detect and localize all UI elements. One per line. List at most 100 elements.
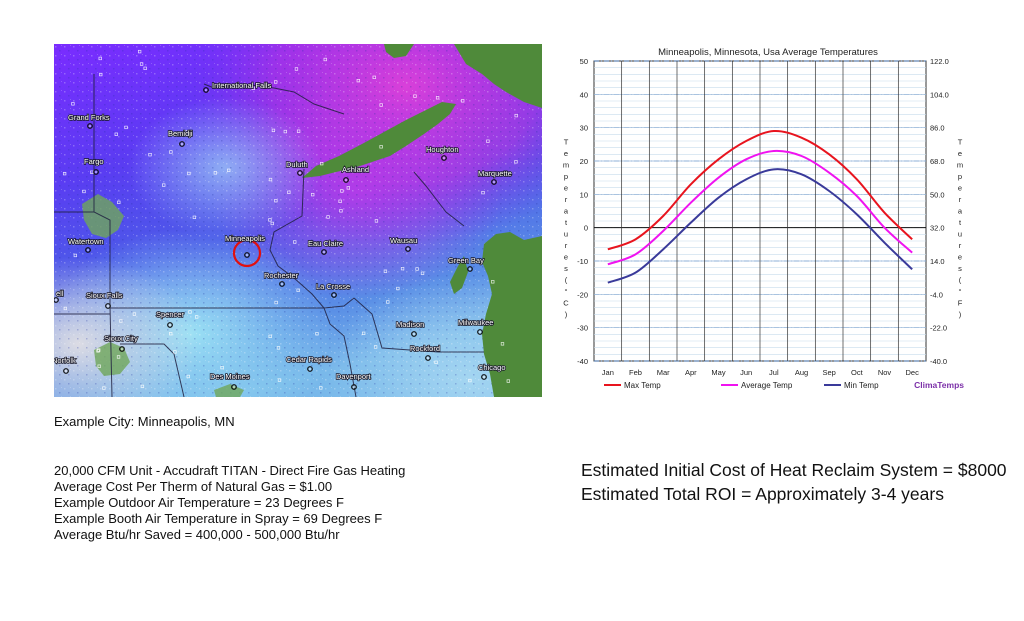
y-tick-right: 104.0 bbox=[930, 90, 949, 99]
weather-map: International Falls Grand Forks Bemidji Far… bbox=[54, 44, 542, 397]
city-label-grand-forks: Grand Forks bbox=[68, 113, 110, 122]
x-tick-apr: Apr bbox=[685, 368, 697, 377]
city-label-norfolk: Norfolk bbox=[54, 356, 76, 365]
city-label-marquette: Marquette bbox=[478, 169, 512, 178]
city-marker-dot-watertown bbox=[87, 249, 89, 251]
example-city-caption: Example City: Minneapolis, MN bbox=[54, 414, 235, 429]
green-bay-water bbox=[450, 256, 468, 294]
lake-michigan bbox=[482, 232, 542, 397]
y-tick-right: 50.0 bbox=[930, 190, 945, 199]
y-tick-left: 0 bbox=[584, 224, 588, 233]
city-marker-dot-norfolk bbox=[65, 370, 67, 372]
city-marker-dot-la-crosse bbox=[333, 294, 335, 296]
city-marker-dot-eau-claire bbox=[323, 251, 325, 253]
y-tick-right: -4.0 bbox=[930, 290, 943, 299]
station-mark bbox=[293, 240, 297, 244]
station-mark bbox=[461, 99, 465, 103]
canada-patch-n bbox=[384, 44, 414, 58]
city-marker-bemidji bbox=[179, 141, 185, 147]
city-label-duluth: Duluth bbox=[286, 160, 308, 169]
station-mark bbox=[386, 300, 390, 304]
city-marker-international-falls bbox=[203, 87, 209, 93]
station-mark bbox=[268, 218, 272, 222]
city-marker-watertown bbox=[85, 247, 91, 253]
station-mark bbox=[98, 56, 102, 61]
city-marker-dot-green-bay bbox=[469, 268, 471, 270]
city-marker-houghton bbox=[441, 155, 447, 161]
city-layer: International Falls Grand Forks Bemidji Far… bbox=[54, 80, 513, 390]
map-canvas: International Falls Grand Forks Bemidji Far… bbox=[54, 44, 542, 397]
station-mark bbox=[116, 355, 121, 359]
station-mark bbox=[188, 310, 192, 314]
city-label-ashland: Ashland bbox=[342, 165, 369, 174]
roi-cost-line: Estimated Initial Cost of Heat Reclaim S… bbox=[581, 460, 1007, 480]
city-marker-norfolk bbox=[63, 368, 69, 374]
city-marker-dot-minneapolis bbox=[246, 254, 248, 256]
chart-legend: Max Temp Average Temp Min Temp ClimaTemps bbox=[604, 380, 964, 390]
station-mark bbox=[434, 360, 438, 364]
city-marker-marquette bbox=[491, 179, 497, 185]
station-mark bbox=[506, 379, 510, 383]
y-tick-left: 50 bbox=[580, 57, 588, 66]
station-mark bbox=[140, 384, 145, 389]
station-mark bbox=[71, 102, 75, 106]
city-marker-des-moines bbox=[231, 384, 237, 390]
station-mark bbox=[323, 57, 327, 62]
station-mark bbox=[213, 171, 218, 175]
station-mark bbox=[96, 349, 100, 353]
spec-line: Average Cost Per Therm of Natural Gas = … bbox=[54, 479, 333, 494]
city-marker-dot-fargo bbox=[95, 171, 97, 173]
station-mark bbox=[320, 161, 324, 166]
station-mark bbox=[173, 350, 177, 354]
station-mark bbox=[340, 189, 344, 193]
legend-label-min-temp: Min Temp bbox=[844, 381, 879, 390]
city-label-spencer: Spencer bbox=[156, 310, 184, 319]
city-label-madison: Madison bbox=[396, 320, 424, 329]
station-mark bbox=[383, 269, 388, 273]
chart-grid bbox=[593, 60, 927, 362]
city-marker-ell bbox=[54, 297, 59, 303]
city-marker-cedar-rapids bbox=[307, 366, 313, 372]
station-mark bbox=[361, 331, 366, 335]
y-tick-right: -22.0 bbox=[930, 324, 947, 333]
y-tick-right: 68.0 bbox=[930, 157, 945, 166]
station-mark bbox=[316, 357, 320, 362]
y-tick-right: -40.0 bbox=[930, 357, 947, 366]
spec-line: 20,000 CFM Unit - Accudraft TITAN - Dire… bbox=[54, 463, 406, 478]
station-mark bbox=[137, 49, 142, 54]
y-tick-left: 30 bbox=[580, 124, 588, 133]
station-mark bbox=[117, 200, 121, 204]
station-mark bbox=[500, 342, 505, 346]
city-label-milwaukee: Milwaukee bbox=[458, 318, 493, 327]
station-mark bbox=[82, 189, 86, 194]
city-marker-dot-chicago bbox=[483, 376, 485, 378]
minneapolis-highlight-circle bbox=[232, 238, 262, 268]
city-label-ell: ell bbox=[56, 289, 64, 298]
city-marker-dot-duluth bbox=[299, 172, 301, 174]
city-marker-dot-wausau bbox=[407, 248, 409, 250]
city-label-rochester: Rochester bbox=[264, 271, 299, 280]
city-label-bemidji: Bemidji bbox=[168, 129, 193, 138]
station-mark bbox=[268, 334, 272, 339]
city-marker-dot-sioux-falls bbox=[107, 305, 109, 307]
y-tick-left: -20 bbox=[577, 290, 588, 299]
city-marker-dot-milwaukee bbox=[479, 331, 481, 333]
station-mark bbox=[270, 221, 274, 226]
temperature-chart: Minneapolis, Minnesota, Usa Average Temp… bbox=[556, 44, 982, 399]
station-mark bbox=[187, 171, 191, 176]
chart-ticks: 50 40 30 20 10 0 -10 -20 -30 -40 122.0 104.0 86.0 68.… bbox=[577, 57, 949, 377]
station-mark bbox=[338, 199, 342, 203]
station-mark bbox=[415, 267, 419, 271]
y-tick-left: -10 bbox=[577, 257, 588, 266]
station-mark bbox=[73, 253, 77, 258]
city-label-minneapolis: Minneapolis bbox=[225, 234, 265, 243]
station-mark bbox=[259, 236, 263, 241]
city-label-international-falls: International Falls bbox=[212, 81, 271, 90]
series-line-min-temp bbox=[607, 168, 913, 284]
city-marker-dot-sioux-city bbox=[121, 348, 123, 350]
station-mark bbox=[271, 128, 276, 133]
y-tick-right: 32.0 bbox=[930, 224, 945, 233]
roi-summary: Estimated Initial Cost of Heat Reclaim S… bbox=[581, 458, 1007, 506]
city-marker-dot-spencer bbox=[169, 324, 171, 326]
